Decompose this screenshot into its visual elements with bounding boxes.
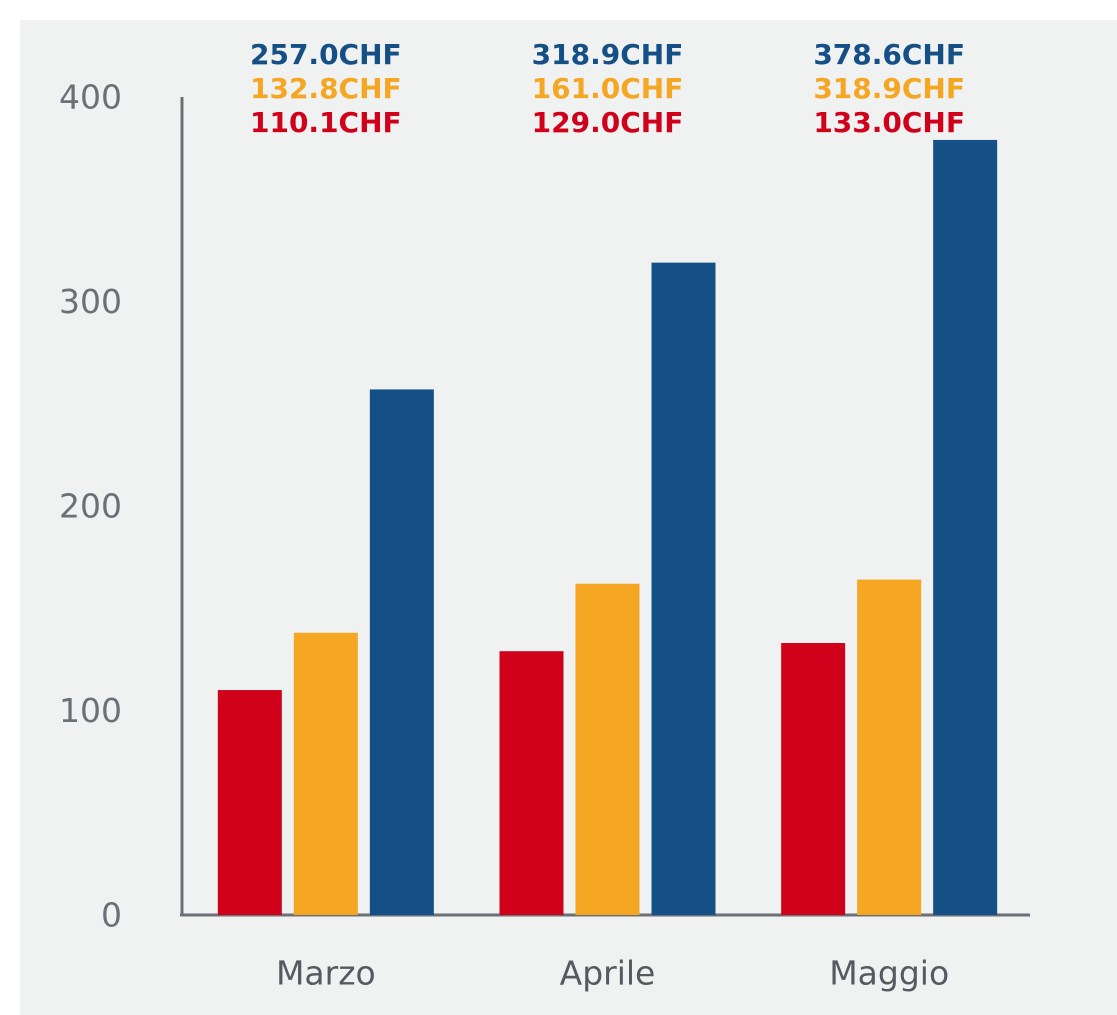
annotation: 133.0CHF [813, 106, 965, 139]
y-tick-label: 100 [59, 691, 122, 730]
bar [933, 139, 998, 915]
bar [857, 579, 922, 915]
y-tick-label: 400 [59, 78, 122, 117]
bar [217, 690, 282, 915]
x-tick-label: Marzo [276, 954, 376, 993]
bar [651, 262, 716, 915]
bar [293, 632, 358, 915]
bar [575, 583, 640, 915]
x-tick-label: Maggio [829, 954, 949, 993]
bar [369, 389, 434, 915]
annotation: 132.8CHF [250, 72, 402, 105]
annotation: 318.9CHF [532, 38, 684, 71]
bar [781, 643, 846, 915]
x-tick-label: Aprile [560, 954, 656, 993]
annotation: 161.0CHF [532, 72, 684, 105]
y-tick-label: 300 [59, 282, 122, 321]
annotation: 257.0CHF [250, 38, 402, 71]
annotation: 318.9CHF [813, 72, 965, 105]
annotation: 129.0CHF [532, 106, 684, 139]
bar [499, 651, 564, 915]
annotation: 378.6CHF [813, 38, 965, 71]
y-tick-label: 0 [101, 896, 122, 935]
y-tick-label: 200 [59, 487, 122, 526]
annotation: 110.1CHF [250, 106, 402, 139]
